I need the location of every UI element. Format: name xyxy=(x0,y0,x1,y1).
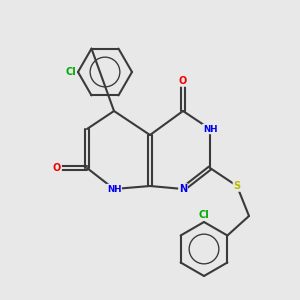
Text: O: O xyxy=(179,76,187,86)
Text: Cl: Cl xyxy=(199,209,209,220)
Text: NH: NH xyxy=(107,184,121,194)
Text: N: N xyxy=(179,184,187,194)
Text: O: O xyxy=(53,163,61,173)
Text: NH: NH xyxy=(203,124,217,134)
Text: S: S xyxy=(233,181,241,191)
Text: Cl: Cl xyxy=(65,67,76,77)
